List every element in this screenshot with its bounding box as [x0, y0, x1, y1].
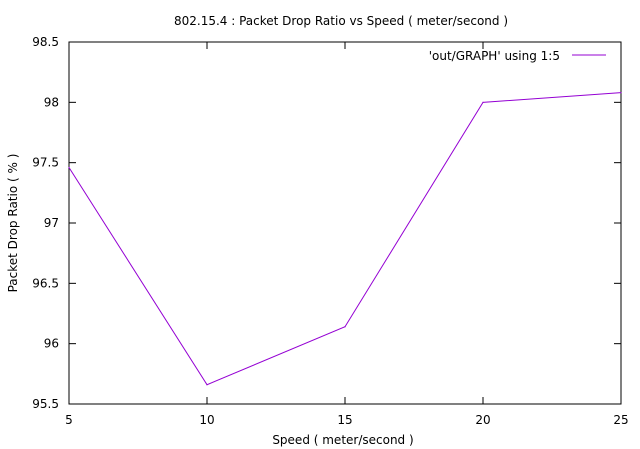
legend: 'out/GRAPH' using 1:5 [429, 49, 606, 63]
data-point [68, 166, 70, 169]
y-tick-label: 97 [44, 216, 59, 230]
series-layer [68, 92, 622, 386]
y-tick-label: 95.5 [32, 397, 59, 411]
y-tick-label: 98.5 [32, 35, 59, 49]
data-point [620, 92, 622, 94]
data-point [482, 101, 484, 103]
data-point [344, 326, 346, 328]
series-line [68, 92, 622, 386]
x-tick-label: 20 [475, 413, 490, 427]
x-tick-label: 10 [199, 413, 214, 427]
y-axis-ticks: 95.5 96 96.5 97 97.5 98 98.5 [32, 35, 621, 411]
y-axis-label: Packet Drop Ratio ( % ) [6, 154, 20, 293]
data-point [206, 384, 208, 386]
y-tick-label: 96 [44, 337, 59, 351]
plot-frame [68, 41, 622, 405]
x-axis-ticks: 5 10 15 20 25 [65, 42, 629, 427]
y-tick-label: 98 [44, 95, 59, 109]
x-tick-label: 15 [337, 413, 352, 427]
x-axis-label: Speed ( meter/second ) [272, 433, 413, 447]
legend-label: 'out/GRAPH' using 1:5 [429, 49, 560, 63]
y-tick-label: 97.5 [32, 156, 59, 170]
x-tick-label: 25 [613, 413, 628, 427]
x-tick-label: 5 [65, 413, 73, 427]
y-tick-label: 96.5 [32, 276, 59, 290]
chart-title: 802.15.4 : Packet Drop Ratio vs Speed ( … [174, 14, 508, 28]
